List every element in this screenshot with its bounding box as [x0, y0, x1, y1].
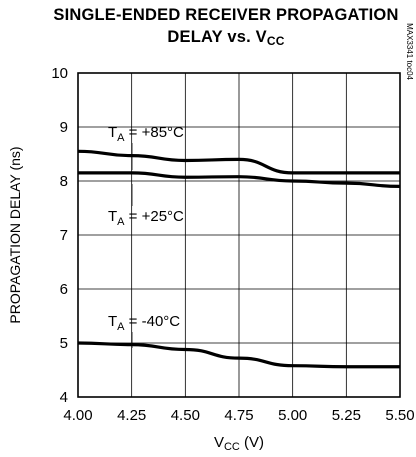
series-label: TA = +25°C	[108, 208, 184, 228]
x-tick-labels: 4.00 4.25 4.50 4.75 5.00 5.25 5.50	[63, 407, 414, 424]
y-tick-label: 7	[60, 227, 68, 244]
y-axis-label: PROPAGATION DELAY (ns)	[7, 146, 23, 323]
chart-title-line2: DELAY vs. VCC	[18, 28, 416, 48]
x-axis-label-unit: (V)	[240, 434, 264, 451]
x-tick-label: 4.00	[63, 407, 92, 424]
x-tick-label: 5.50	[385, 407, 414, 424]
series-label: TA = +85°C	[108, 124, 184, 144]
x-tick-label: 4.75	[224, 407, 253, 424]
y-tick-label: 5	[60, 335, 68, 352]
y-tick-label: 6	[60, 281, 68, 298]
chart-title-sub: CC	[266, 34, 285, 48]
y-tick-label: 10	[51, 65, 68, 82]
x-tick-label: 5.00	[278, 407, 307, 424]
chart-title-main: DELAY vs. V	[167, 28, 267, 46]
chart-title-line1: SINGLE-ENDED RECEIVER PROPAGATION	[53, 6, 399, 24]
series-labels: TA = +85°C TA = +25°C TA = -40°C	[108, 124, 184, 348]
x-axis-label-main: V	[214, 434, 224, 451]
x-tick-label: 5.25	[332, 407, 361, 424]
figure-code: MAX3341 toc04	[405, 23, 414, 80]
y-tick-label: 8	[60, 173, 68, 190]
series-line-1	[78, 171, 401, 188]
y-tick-labels: 4 5 6 7 8 9 10	[51, 65, 68, 406]
x-tick-label: 4.50	[171, 407, 200, 424]
x-axis-label: VCC (V)	[214, 434, 264, 453]
series-label: TA = -40°C	[108, 313, 180, 333]
y-tick-label: 9	[60, 119, 68, 136]
grid	[78, 73, 400, 397]
x-axis-label-sub: CC	[224, 441, 240, 453]
y-tick-label: 4	[60, 389, 68, 406]
x-tick-label: 4.25	[117, 407, 146, 424]
